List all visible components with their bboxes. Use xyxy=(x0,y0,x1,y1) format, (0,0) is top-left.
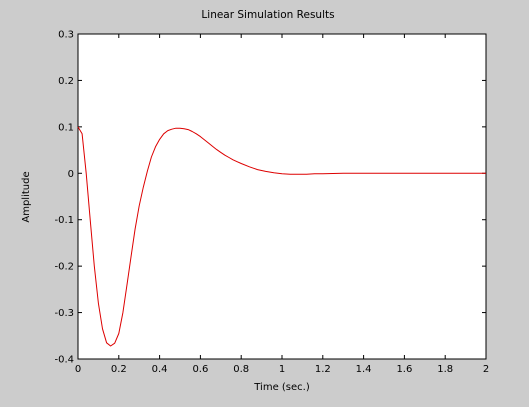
y-tick-label: -0.4 xyxy=(54,355,74,366)
y-tick-label: 0 xyxy=(68,169,74,180)
x-tick-label: 1.6 xyxy=(396,364,412,375)
y-tick-label: -0.1 xyxy=(54,215,74,226)
x-axis-label: Time (sec.) xyxy=(253,382,310,393)
y-axis-ticks: -0.4 -0.3 -0.2 -0.1 0 0.1 0.2 0.3 xyxy=(54,30,486,366)
x-tick-label: 0.6 xyxy=(192,364,208,375)
x-tick-label: 0.8 xyxy=(233,364,249,375)
x-tick-label: 1 xyxy=(279,364,285,375)
y-tick-label: -0.2 xyxy=(54,262,74,273)
x-tick-label: 1.2 xyxy=(315,364,331,375)
series-line xyxy=(77,126,486,347)
y-tick-label: 0.1 xyxy=(58,122,74,133)
plot-area xyxy=(77,33,487,360)
chart-title: Linear Simulation Results xyxy=(201,9,334,21)
y-tick-label: -0.3 xyxy=(54,308,74,319)
x-tick-label: 2 xyxy=(483,364,489,375)
x-tick-label: 0.2 xyxy=(111,364,127,375)
y-tick-label: 0.3 xyxy=(58,30,74,41)
y-tick-label: 0.2 xyxy=(58,76,74,87)
x-axis-ticks: 0 0.2 0.4 0.6 0.8 1 1.2 1.4 1.6 1.8 2 xyxy=(75,34,489,375)
x-tick-label: 0.4 xyxy=(152,364,168,375)
y-axis-label: Amplitude xyxy=(21,171,32,222)
x-tick-label: 1.8 xyxy=(437,364,453,375)
x-tick-label: 1.4 xyxy=(356,364,372,375)
x-tick-label: 0 xyxy=(75,364,81,375)
series-layer xyxy=(77,126,486,347)
